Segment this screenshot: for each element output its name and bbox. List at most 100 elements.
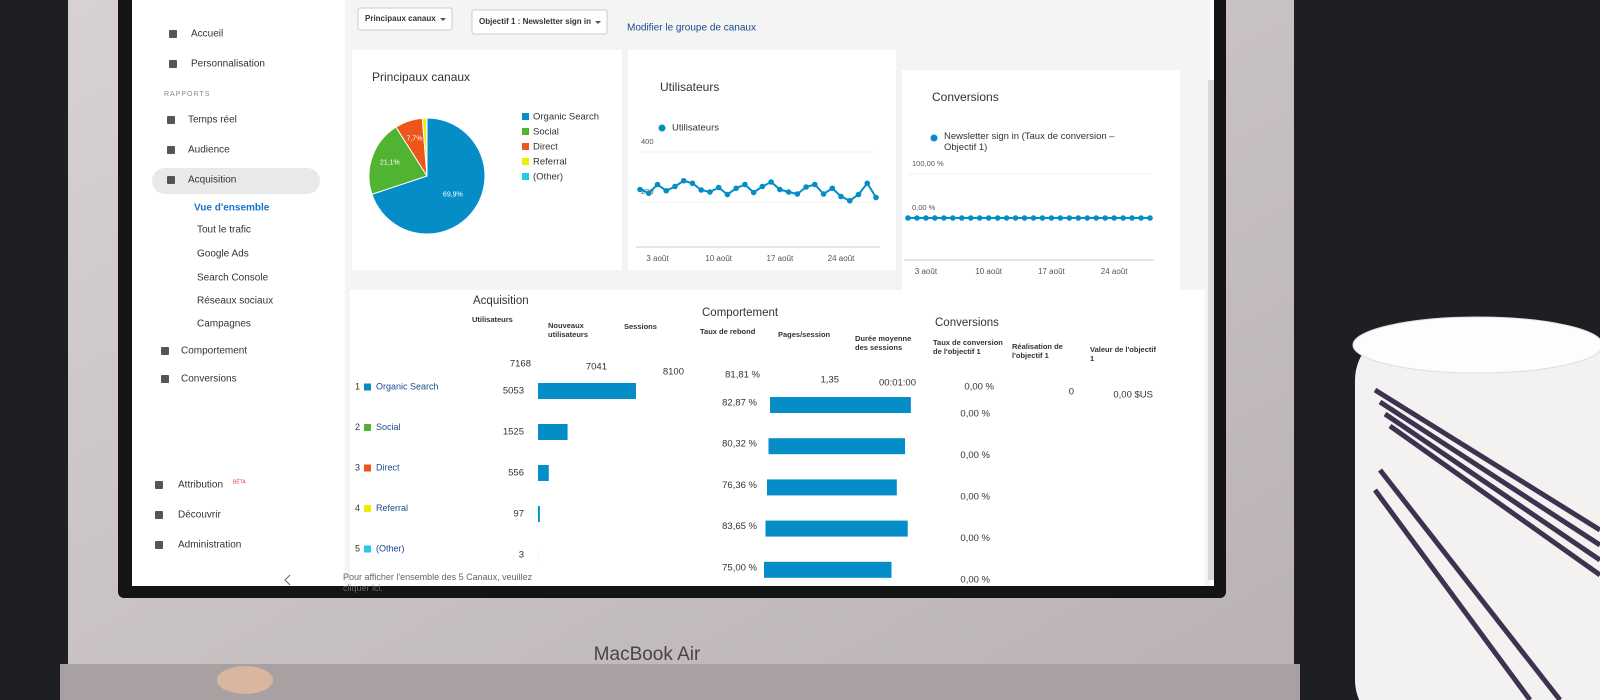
legend-label: (Other) [533, 172, 563, 183]
column-header[interactable]: Utilisateurs [472, 315, 513, 324]
column-header[interactable]: Réalisation de l'objectif 1 [1012, 342, 1063, 360]
point [1138, 215, 1144, 221]
dropdown[interactable] [357, 7, 453, 31]
legend-label: Direct [533, 142, 558, 153]
nav-item[interactable]: Personnalisation [191, 59, 265, 70]
point [1003, 215, 1010, 221]
point [873, 194, 879, 201]
column-header[interactable]: Nouveaux utilisateurs [548, 321, 589, 339]
users-bar [538, 506, 540, 522]
point [1102, 215, 1108, 221]
row-channel[interactable]: Social [376, 422, 401, 432]
nav-item[interactable]: Administration [178, 540, 241, 551]
total-cell: 0,00 $US [1113, 390, 1153, 401]
point [672, 183, 678, 190]
nav-subitem[interactable]: Campagnes [197, 319, 251, 330]
legend-swatch [522, 143, 529, 150]
legend-dot [658, 124, 666, 132]
nav-subitem[interactable]: Google Ads [197, 249, 249, 260]
nav-item[interactable]: Acquisition [188, 175, 236, 186]
collapse-icon[interactable] [284, 574, 291, 586]
column-header[interactable]: Taux de conversion de l'objectif 1 [933, 338, 1003, 356]
x-tick-label: 10 août [975, 267, 1002, 276]
point [785, 189, 792, 195]
nav-subitem[interactable]: Search Console [197, 273, 269, 284]
conversion-cell: 0,00 % [960, 575, 990, 586]
row-rank: 5 [355, 543, 360, 553]
row-channel[interactable]: (Other) [376, 543, 405, 553]
nav-item[interactable]: Conversions [181, 374, 237, 385]
nav-item[interactable]: Temps réel [188, 115, 237, 126]
column-header[interactable]: Valeur de l'objectif 1 [1090, 345, 1156, 363]
point [1111, 215, 1117, 221]
point [1066, 215, 1073, 221]
legend-label: Social [533, 127, 559, 138]
nav-item[interactable]: Découvrir [178, 510, 221, 521]
point [689, 180, 696, 187]
conversion-cell: 0,00 % [960, 533, 990, 544]
column-header-wrap: Réalisation de l'objectif 1 [1012, 342, 1063, 360]
users-cell: 97 [513, 509, 524, 520]
pie-value-label: 21,1% [380, 160, 400, 167]
bounce-bar [770, 397, 911, 413]
point [663, 187, 670, 194]
point [777, 186, 783, 193]
scrollbar [1208, 80, 1214, 580]
column-header[interactable]: Pages/session [778, 330, 831, 339]
point [750, 189, 757, 196]
row-channel[interactable]: Organic Search [376, 381, 439, 391]
nav-item[interactable]: Attribution [178, 480, 223, 491]
point [923, 215, 929, 221]
legend-label: Newsletter sign in (Taux de conversion –… [944, 131, 1115, 153]
point [812, 181, 818, 188]
row-rank: 2 [355, 422, 360, 432]
point [994, 215, 1001, 221]
nav-item[interactable]: Audience [188, 145, 230, 156]
hand [217, 666, 273, 694]
column-header-wrap: Taux de rebond [700, 327, 756, 336]
column-header-wrap: Durée moyenne des sessions [855, 334, 912, 352]
point [707, 189, 713, 195]
y-tick-label: 400 [641, 137, 654, 146]
point [1075, 215, 1082, 221]
bounce-cell: 76,36 % [722, 480, 757, 491]
group-header: Comportement [702, 307, 779, 319]
row-channel[interactable]: Referral [376, 503, 408, 513]
users-bar [538, 383, 636, 399]
point [967, 215, 974, 221]
table-note[interactable]: Pour afficher l'ensemble des 5 Canaux, v… [343, 572, 533, 593]
point [1120, 215, 1126, 221]
x-tick-label: 24 août [828, 254, 855, 263]
column-header[interactable]: Durée moyenne des sessions [855, 334, 912, 352]
conversion-cell: 0,00 % [960, 450, 990, 461]
point [905, 215, 911, 221]
nav-item[interactable]: Accueil [191, 29, 223, 40]
nav-icon [167, 176, 175, 184]
dropdown[interactable] [471, 9, 608, 35]
column-header[interactable]: Taux de rebond [700, 327, 756, 336]
point [1012, 215, 1019, 221]
table-card [350, 290, 1205, 586]
legend-label: Utilisateurs [672, 123, 719, 134]
nav-subitem[interactable]: Réseaux sociaux [197, 296, 273, 307]
nav-icon [169, 60, 177, 68]
link[interactable]: Modifier le groupe de canaux [627, 23, 756, 34]
point [1030, 215, 1037, 221]
nav-subitem[interactable]: Vue d'ensemble [194, 203, 270, 214]
point [829, 185, 836, 192]
point [1039, 215, 1046, 221]
nav-icon [167, 116, 175, 124]
nav-subitem[interactable]: Tout le trafic [197, 225, 251, 236]
legend-dot [930, 134, 938, 142]
legend-swatch [522, 113, 529, 120]
row-channel[interactable]: Direct [376, 462, 400, 472]
nav-icon [161, 347, 169, 355]
point [985, 215, 992, 221]
point [794, 191, 801, 197]
nav-item[interactable]: Comportement [181, 346, 247, 357]
column-header[interactable]: Sessions [624, 322, 657, 331]
point [803, 184, 809, 190]
nav-icon [155, 511, 163, 519]
point [637, 186, 643, 193]
